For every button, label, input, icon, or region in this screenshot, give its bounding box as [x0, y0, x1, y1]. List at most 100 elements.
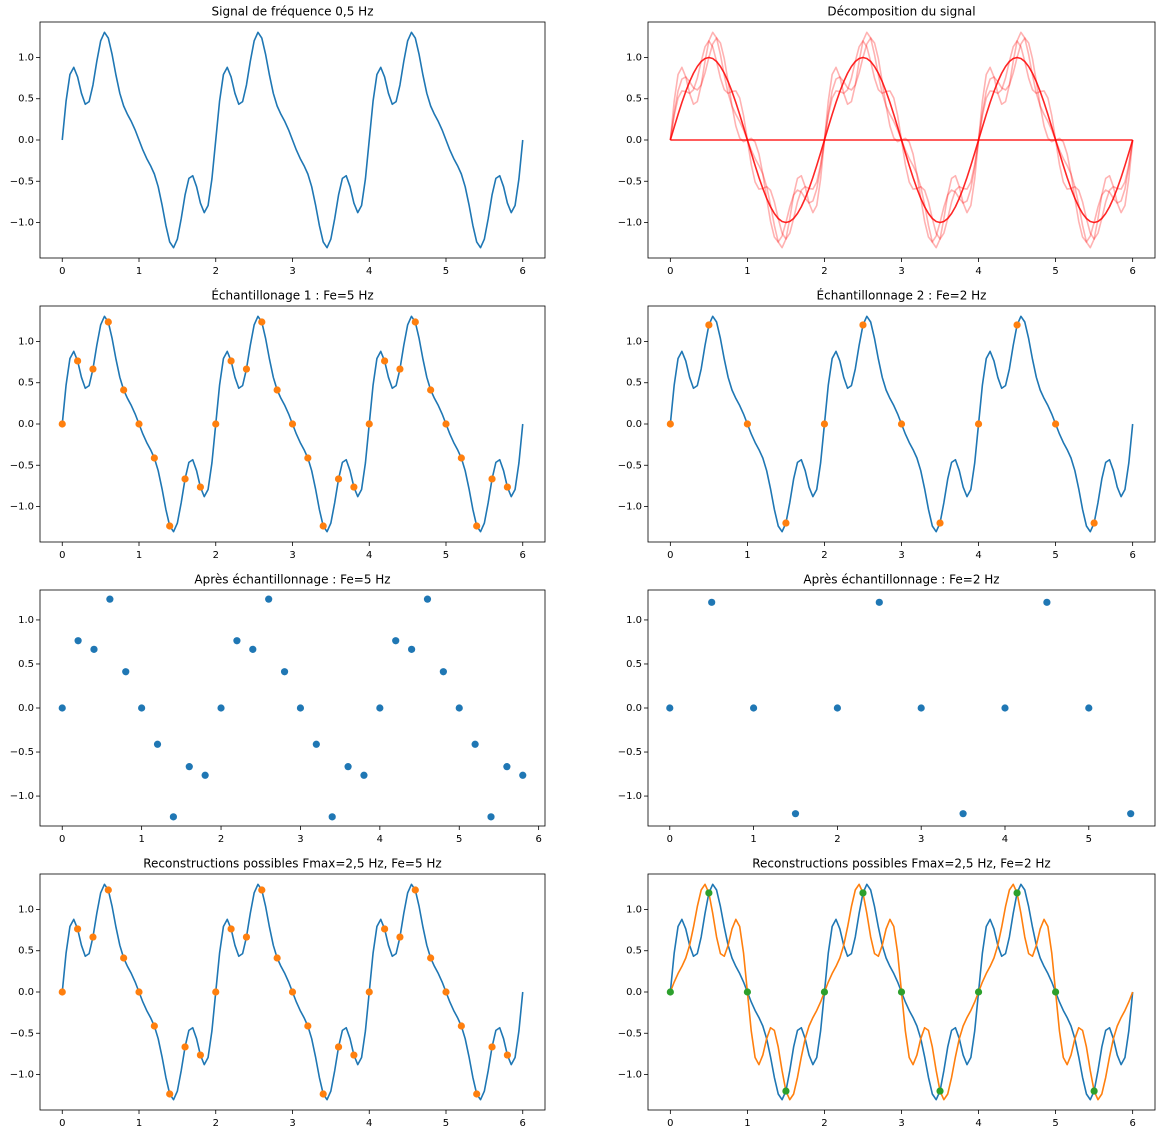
y-tick-label: 1.0 [18, 615, 34, 626]
x-tick-label: 2 [218, 834, 224, 845]
plot-frame [647, 873, 1156, 1111]
chart-title: Signal de fréquence 0,5 Hz [212, 5, 374, 19]
plot-frame [39, 873, 546, 1111]
point [212, 420, 220, 428]
chart-title: Après échantillonnage : Fe=2 Hz [803, 573, 999, 587]
point [120, 386, 128, 394]
point [442, 988, 450, 996]
point [473, 522, 481, 530]
y-tick-label: 0.5 [18, 659, 34, 670]
point [74, 637, 82, 645]
x-tick-label: 5 [1052, 550, 1058, 561]
y-tick-label: 0.5 [626, 378, 642, 389]
plot-frame [39, 21, 546, 259]
point [1052, 420, 1060, 428]
y-tick-label: −0.5 [618, 747, 642, 758]
point [1052, 988, 1060, 996]
x-tick-label: 3 [898, 1118, 904, 1129]
x-tick-label: 1 [750, 834, 756, 845]
point [120, 954, 128, 962]
x-tick-label: 0 [59, 550, 65, 561]
y-tick-label: −1.0 [618, 502, 642, 513]
x-tick-label: 2 [213, 266, 219, 277]
chart-title: Échantillonage 1 : Fe=5 Hz [211, 288, 373, 303]
x-tick-label: 5 [443, 266, 449, 277]
point [304, 1022, 312, 1030]
point [334, 1043, 343, 1051]
y-tick-label: 1.0 [626, 615, 642, 626]
y-tick-label: 0.0 [626, 987, 642, 998]
point [820, 988, 829, 996]
point [1013, 321, 1021, 329]
y-tick-label: −1.0 [618, 791, 642, 802]
point [227, 925, 235, 933]
point [376, 704, 384, 712]
plot-frame [39, 305, 546, 543]
x-tick-label: 3 [918, 834, 924, 845]
x-tick-label: 0 [667, 834, 673, 845]
point [122, 668, 130, 676]
point [411, 318, 419, 326]
x-tick-label: 2 [821, 266, 827, 277]
y-tick-label: 0.5 [626, 659, 642, 670]
x-tick-label: 4 [975, 1118, 981, 1129]
point [196, 1051, 205, 1059]
plot-frame [647, 589, 1156, 827]
x-tick-label: 1 [744, 1118, 750, 1129]
point [392, 637, 400, 645]
y-tick-label: 0.0 [626, 135, 642, 146]
x-tick-label: 2 [821, 1118, 827, 1129]
y-tick-label: 0.5 [18, 94, 34, 105]
point [319, 522, 327, 530]
y-tick-label: 0.5 [18, 946, 34, 957]
point [666, 420, 674, 428]
point [135, 420, 143, 428]
y-tick-label: −1.0 [10, 218, 34, 229]
point [749, 704, 758, 712]
point [288, 420, 297, 428]
x-tick-label: 3 [289, 550, 295, 561]
point [273, 954, 281, 962]
point [782, 1087, 790, 1095]
point [503, 1051, 511, 1059]
point [150, 1022, 158, 1030]
x-tick-label: 6 [520, 550, 526, 561]
x-tick-label: 1 [136, 266, 142, 277]
point [89, 933, 97, 941]
y-tick-label: 0.0 [626, 419, 642, 430]
y-tick-label: 0.0 [626, 703, 642, 714]
point [1001, 704, 1009, 712]
point [169, 813, 177, 821]
point [1090, 1087, 1098, 1095]
plot-frame [39, 589, 546, 827]
point [104, 318, 112, 326]
x-tick-label: 5 [1052, 266, 1058, 277]
y-tick-label: −0.5 [618, 176, 642, 187]
x-tick-label: 0 [667, 550, 673, 561]
x-tick-label: 2 [821, 550, 827, 561]
point [1013, 889, 1021, 897]
x-tick-label: 6 [1129, 550, 1135, 561]
point [74, 925, 82, 933]
point [89, 365, 97, 373]
y-tick-label: −0.5 [10, 176, 34, 187]
point [365, 988, 373, 996]
point [304, 454, 312, 462]
point [280, 668, 289, 676]
point [150, 454, 158, 462]
point [58, 420, 66, 428]
x-tick-label: 3 [289, 1118, 295, 1129]
y-tick-label: −1.0 [10, 502, 34, 513]
x-tick-label: 6 [535, 834, 541, 845]
point [74, 357, 82, 365]
point [273, 386, 281, 394]
point [396, 365, 404, 373]
x-tick-label: 0 [667, 1118, 673, 1129]
point [166, 1090, 174, 1098]
point [90, 645, 98, 653]
x-tick-label: 3 [289, 266, 295, 277]
y-tick-label: 0.5 [626, 946, 642, 957]
point [936, 1087, 944, 1095]
point [473, 1090, 481, 1098]
